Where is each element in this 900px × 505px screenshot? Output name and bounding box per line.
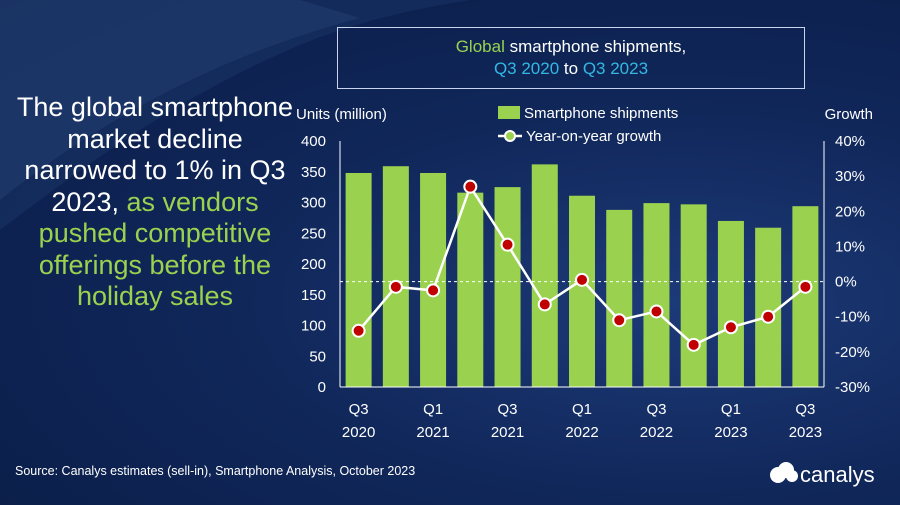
y2-tick--30%: -30% — [835, 379, 870, 396]
x-tick-year: 2023 — [789, 424, 822, 441]
x-tick-quarter: Q3 — [498, 401, 518, 418]
x-tick-labels: Q3 2020 Q1 2021 Q3 2021 Q1 2022 Q3 2022 Q1 2023 Q3 20… — [342, 401, 822, 441]
bar-5 — [531, 164, 558, 387]
title-end-period: Q3 2023 — [582, 59, 649, 78]
y2-tick--10%: -10% — [835, 309, 870, 326]
x-tick-quarter: Q3 — [795, 401, 815, 418]
y-tick-200: 200 — [301, 256, 326, 273]
bar-7 — [606, 209, 633, 387]
canalys-logo: canalys — [770, 462, 875, 487]
chart-title-line2: Q3 2020 to Q3 2023 — [338, 58, 804, 80]
legend-line-label: Year-on-year growth — [526, 128, 661, 145]
y-tick-350: 350 — [301, 164, 326, 181]
x-tick-year: 2020 — [342, 424, 375, 441]
y-tick-labels: 0 50 100 150 200 250 300 350 400 — [301, 133, 326, 396]
y2-tick-40%: 40% — [835, 133, 865, 150]
y-tick-100: 100 — [301, 318, 326, 335]
x-tick-quarter: Q1 — [572, 401, 592, 418]
x-tick-year: 2022 — [565, 424, 598, 441]
y2-tick-30%: 30% — [835, 168, 865, 185]
growth-point-12 — [798, 279, 813, 294]
y2-tick--20%: -20% — [835, 344, 870, 361]
y2-tick-20%: 20% — [835, 203, 865, 220]
bar-4 — [494, 187, 521, 387]
chart-title: Global smartphone shipments, Q3 2020 to … — [337, 27, 805, 89]
bar-0 — [345, 172, 372, 387]
growth-point-3 — [463, 179, 478, 194]
headline-green-text: as vendors pushed competitive offerings … — [38, 186, 272, 312]
bar-8 — [643, 203, 670, 387]
growth-point-4 — [500, 237, 515, 252]
legend-bar-swatch — [498, 106, 520, 119]
y-axis-label: Units (million) — [296, 106, 387, 123]
bar-6 — [569, 195, 595, 387]
y-tick-0: 0 — [318, 379, 326, 396]
title-shipments: smartphone shipments, — [509, 37, 687, 56]
title-to: to — [563, 59, 579, 78]
legend: Smartphone shipments Year-on-year growth — [498, 105, 678, 145]
growth-point-7 — [612, 313, 627, 328]
growth-point-8 — [649, 304, 664, 319]
growth-point-2 — [426, 283, 441, 298]
chart-title-line1: Global smartphone shipments, — [338, 36, 804, 58]
bar-3 — [457, 192, 484, 387]
bar-2 — [420, 172, 447, 387]
y2-axis-label: Growth — [825, 106, 873, 123]
growth-point-11 — [761, 309, 776, 324]
bar-11 — [755, 227, 782, 387]
logo-text: canalys — [800, 462, 875, 487]
headline: The global smartphone market decline nar… — [10, 92, 300, 313]
bar-1 — [382, 166, 409, 387]
growth-point-5 — [537, 297, 552, 312]
headline-white-text: The global smartphone market decline nar… — [16, 92, 294, 217]
x-tick-year: 2021 — [491, 424, 524, 441]
x-tick-quarter: Q1 — [721, 401, 741, 418]
x-tick-year: 2022 — [640, 424, 673, 441]
x-tick-year: 2021 — [416, 424, 449, 441]
growth-point-1 — [388, 279, 403, 294]
bar-12 — [792, 206, 819, 387]
legend-line-marker — [504, 130, 516, 142]
y-tick-300: 300 — [301, 195, 326, 212]
bar-series — [345, 164, 819, 387]
x-tick-quarter: Q1 — [423, 401, 443, 418]
growth-point-0 — [351, 323, 366, 338]
growth-point-10 — [723, 320, 738, 335]
growth-markers — [351, 179, 813, 352]
title-start-period: Q3 2020 — [493, 59, 560, 78]
source-note: Source: Canalys estimates (sell-in), Sma… — [15, 464, 416, 478]
x-tick-quarter: Q3 — [349, 401, 369, 418]
title-global: Global — [455, 37, 505, 56]
cloud-icon — [770, 462, 798, 483]
y-tick-400: 400 — [301, 133, 326, 150]
y2-tick-labels: -30% -20% -10% 0% 10% 20% 30% 40% — [835, 133, 870, 396]
bar-10 — [717, 220, 744, 387]
bar-9 — [680, 204, 707, 387]
y-tick-50: 50 — [309, 348, 326, 365]
axes — [339, 141, 825, 388]
legend-bar-label: Smartphone shipments — [524, 105, 678, 122]
x-tick-year: 2023 — [714, 424, 747, 441]
y-tick-250: 250 — [301, 225, 326, 242]
y-tick-150: 150 — [301, 287, 326, 304]
y2-tick-10%: 10% — [835, 238, 865, 255]
growth-point-6 — [575, 272, 589, 287]
y2-tick-0%: 0% — [835, 274, 857, 291]
growth-point-9 — [686, 337, 701, 352]
x-tick-quarter: Q3 — [646, 401, 666, 418]
